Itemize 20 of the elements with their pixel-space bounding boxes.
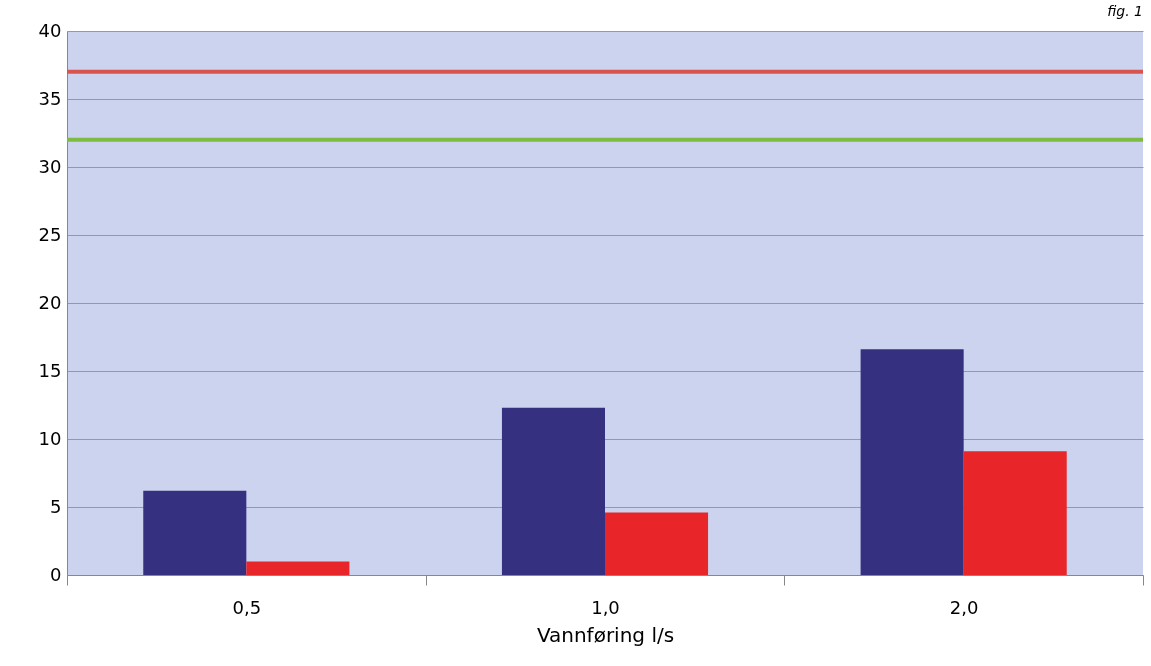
x-tick-label: 2,0 [949,596,979,618]
y-tick-label: 40 [38,19,62,41]
bar [605,512,709,575]
y-tick-label: 35 [38,87,62,109]
y-tick-label: 5 [50,495,62,517]
bar [501,407,605,575]
bar [963,451,1067,575]
y-tick-label: 30 [38,155,62,177]
caption: fig. 1 [1107,3,1143,19]
bar [143,490,247,575]
x-tick-label: 1,0 [591,596,620,618]
bar [860,349,964,575]
y-tick-label: 0 [50,563,62,585]
y-tick-label: 10 [38,427,62,449]
bar [246,561,350,575]
x-axis-title: Vannføring l/s [536,622,675,647]
y-tick-label: 20 [38,291,62,313]
y-tick-label: 15 [38,359,62,381]
y-tick-label: 25 [38,223,62,245]
x-tick-label: 0,5 [232,596,262,618]
